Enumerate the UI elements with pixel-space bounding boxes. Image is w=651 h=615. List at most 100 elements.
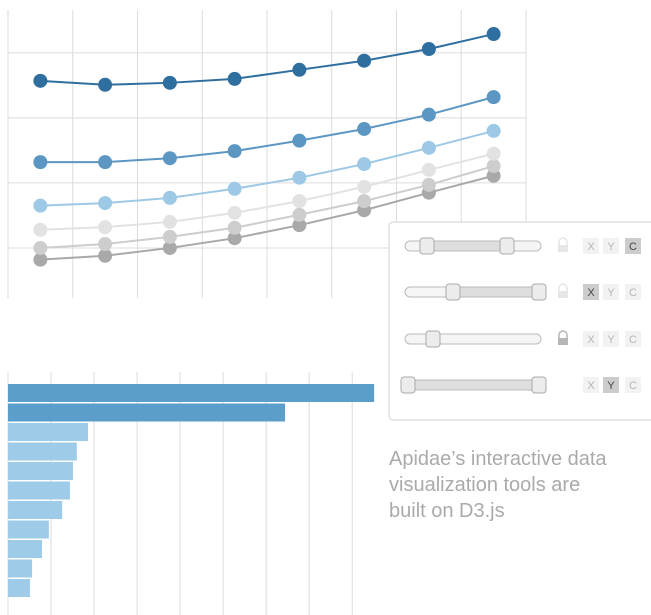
point [357,53,372,68]
point [357,194,372,209]
slider-handle[interactable] [400,376,416,394]
point [292,207,307,222]
point [227,220,242,235]
toggle-button[interactable] [625,377,641,393]
lock-icon[interactable] [558,237,568,245]
point [227,205,242,220]
slider-range [407,379,540,391]
point [227,144,242,159]
toggle-label: Y [607,380,615,392]
toggle-button[interactable] [625,284,641,300]
point [98,237,113,252]
slider-handle[interactable] [531,283,547,301]
caption-line: visualization tools are [389,474,580,496]
point [227,231,242,246]
lock-icon-body [558,291,568,298]
bar [8,579,30,597]
point [33,222,48,237]
caption-line: Apidae’s interactive data [389,448,607,470]
series-line [40,174,494,261]
point [292,170,307,185]
point [421,42,436,57]
line-chart [7,10,527,298]
point [486,159,501,174]
point [357,157,372,172]
point [98,220,113,235]
bar [8,442,77,461]
slider-handle[interactable] [419,237,435,255]
point [162,151,177,166]
bar [8,501,63,519]
toggle-label: Y [607,334,615,346]
point [98,77,113,92]
point [421,177,436,192]
point [486,168,501,183]
point [292,218,307,233]
toggle-button[interactable] [583,284,599,300]
toggle-label: X [587,241,595,253]
lock-icon[interactable] [558,283,568,291]
point [421,140,436,155]
caption-line: built on D3.js [389,500,505,522]
slider-handle[interactable] [425,330,441,348]
toggle-label: C [629,334,637,346]
point [98,155,113,170]
point [421,107,436,122]
bar [8,481,70,500]
point [33,155,48,170]
toggle-button[interactable] [583,331,599,347]
bar [8,520,49,539]
toggle-label: X [587,380,595,392]
bar [8,540,42,558]
point [33,198,48,213]
control-panel: X Y CX Y CX Y CX Y C [388,221,651,421]
toggle-button[interactable] [625,331,641,347]
toggle-label: X [587,334,595,346]
point [486,90,501,105]
toggle-label: C [629,287,637,299]
point [162,214,177,229]
toggle-button[interactable] [603,284,619,300]
toggle-button[interactable] [603,331,619,347]
toggle-button[interactable] [583,238,599,254]
lock-icon[interactable] [558,330,568,338]
point [98,248,113,263]
point [98,196,113,211]
series-line [40,129,494,207]
bar [8,423,89,441]
lock-icon-body [558,245,568,252]
slider-range [426,240,508,252]
point [227,181,242,196]
slider-handle[interactable] [531,376,547,394]
point [357,121,372,136]
point [227,71,242,86]
point [292,62,307,77]
point [162,190,177,205]
series-line [40,33,494,86]
slider-track[interactable] [404,333,542,345]
toggle-label: X [587,287,595,299]
point [33,73,48,88]
toggle-label: Y [607,287,615,299]
toggle-button[interactable] [625,238,641,254]
point [292,133,307,148]
point [33,252,48,267]
bar-chart [7,372,375,615]
slider-handle[interactable] [499,237,515,255]
series-line [40,96,494,164]
point [292,194,307,209]
toggle-button[interactable] [603,238,619,254]
slider-handle[interactable] [445,283,461,301]
point [162,75,177,90]
point [421,162,436,177]
toggle-label: C [629,241,637,253]
bar [8,384,375,402]
toggle-label: Y [607,241,615,253]
toggle-button[interactable] [583,377,599,393]
toggle-button[interactable] [603,377,619,393]
bar [8,462,73,480]
point [33,240,48,255]
toggle-label: C [629,380,637,392]
